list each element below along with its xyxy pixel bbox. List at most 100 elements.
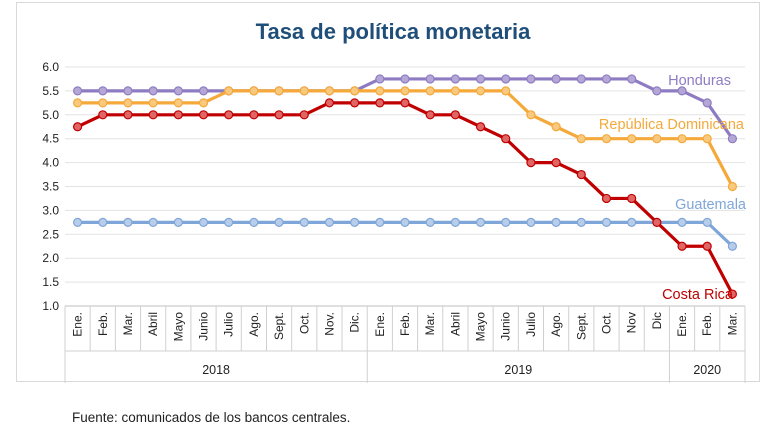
source-note: Fuente: comunicados de los bancos centra… <box>72 410 351 425</box>
data-point <box>274 217 284 227</box>
x-tick-label: Dic <box>650 312 664 329</box>
data-point <box>148 98 158 108</box>
data-point <box>475 217 486 227</box>
data-point <box>576 169 586 180</box>
data-point <box>727 181 738 192</box>
y-tick-label: 3.0 <box>42 203 59 217</box>
data-point <box>627 74 637 84</box>
data-point <box>425 86 435 96</box>
y-tick-label: 1.0 <box>42 299 59 313</box>
y-tick-label: 1.5 <box>42 275 59 289</box>
data-point <box>652 217 662 227</box>
x-tick-label: Julio <box>222 312 236 337</box>
x-tick-label: Abril <box>146 312 160 336</box>
series-label: Honduras <box>668 73 731 89</box>
series-layer <box>72 74 738 299</box>
data-point <box>299 217 309 227</box>
x-tick-label: Oct. <box>599 312 613 334</box>
data-point <box>677 217 687 227</box>
data-point <box>475 74 486 84</box>
data-point <box>249 86 259 96</box>
data-point <box>375 217 385 227</box>
x-tick-label: Feb. <box>700 312 714 336</box>
x-tick-label: Feb. <box>398 312 412 336</box>
data-point <box>425 217 435 227</box>
data-point <box>249 110 259 120</box>
data-point <box>249 217 259 227</box>
x-tick-label: Ago. <box>247 312 261 337</box>
chart-frame: Tasa de política monetaria 1.0 1.5 2.0 2.5 3… <box>16 2 760 383</box>
data-point <box>576 74 586 84</box>
data-point <box>450 217 460 227</box>
x-tick-label: Feb. <box>96 312 110 336</box>
data-point <box>425 110 435 120</box>
data-point <box>123 98 133 108</box>
data-point <box>677 86 687 96</box>
data-point <box>677 134 687 144</box>
data-point <box>501 217 511 227</box>
x-axis: Ene. Feb. Mar. Abril Mayo Junio Julio Ago. Sept.… <box>64 305 746 383</box>
y-tick-label: 5.0 <box>42 108 59 122</box>
data-point <box>551 217 561 227</box>
x-tick-label: Ene. <box>675 312 689 337</box>
year-label: 2020 <box>693 363 721 377</box>
data-point <box>702 98 712 108</box>
data-point <box>400 98 410 108</box>
line-chart: Tasa de política monetaria 1.0 1.5 2.0 2.5 3… <box>42 19 747 383</box>
y-tick-label: 2.0 <box>42 251 59 265</box>
y-tick-label: 2.5 <box>42 227 59 241</box>
data-point <box>198 110 209 120</box>
data-point <box>173 217 183 227</box>
data-point <box>224 86 234 96</box>
data-point <box>400 86 410 96</box>
data-point <box>350 98 360 108</box>
data-point <box>627 193 637 204</box>
data-point <box>98 110 108 120</box>
data-point <box>627 134 637 144</box>
data-point <box>425 74 435 84</box>
data-point <box>299 110 309 120</box>
data-point <box>526 110 536 120</box>
x-tick-label: Dic. <box>348 312 362 333</box>
year-label: 2019 <box>504 363 532 377</box>
x-tick-label: Nov <box>625 312 639 333</box>
data-point <box>727 134 738 144</box>
data-point <box>551 74 561 84</box>
data-point <box>173 86 183 96</box>
data-point <box>299 86 309 96</box>
x-tick-label: Oct. <box>297 312 311 334</box>
data-point <box>702 241 712 251</box>
x-tick-label: Mar. <box>725 312 739 335</box>
x-tick-label: Junio <box>499 312 513 341</box>
data-point <box>72 217 83 227</box>
data-point <box>601 217 612 227</box>
data-point <box>98 217 108 227</box>
data-point <box>173 110 183 120</box>
data-point <box>324 86 335 96</box>
data-point <box>400 217 410 227</box>
data-point <box>601 74 612 84</box>
y-tick-label: 6.0 <box>42 60 59 74</box>
data-point <box>198 86 209 96</box>
data-point <box>224 217 234 227</box>
data-point <box>350 86 360 96</box>
data-point <box>72 98 83 108</box>
data-point <box>72 122 83 132</box>
series-labels: Honduras República Dominicana Guatemala Cos… <box>599 73 747 303</box>
y-tick-label: 4.5 <box>42 132 59 146</box>
data-point <box>702 217 712 227</box>
y-tick-label: 3.5 <box>42 180 59 194</box>
data-point <box>224 110 234 120</box>
y-axis: 1.0 1.5 2.0 2.5 3.0 3.5 4.0 4.5 5.0 5.5 6.0 <box>42 60 59 313</box>
x-tick-label: Mar. <box>423 312 437 335</box>
data-point <box>652 86 662 96</box>
x-tick-label: Junio <box>197 312 211 341</box>
data-point <box>501 86 511 96</box>
x-tick-label: Mar. <box>121 312 135 335</box>
data-point <box>450 86 460 96</box>
data-point <box>501 74 511 84</box>
data-point <box>198 217 209 227</box>
data-point <box>475 86 486 96</box>
data-point <box>400 74 410 84</box>
data-point <box>501 134 511 144</box>
